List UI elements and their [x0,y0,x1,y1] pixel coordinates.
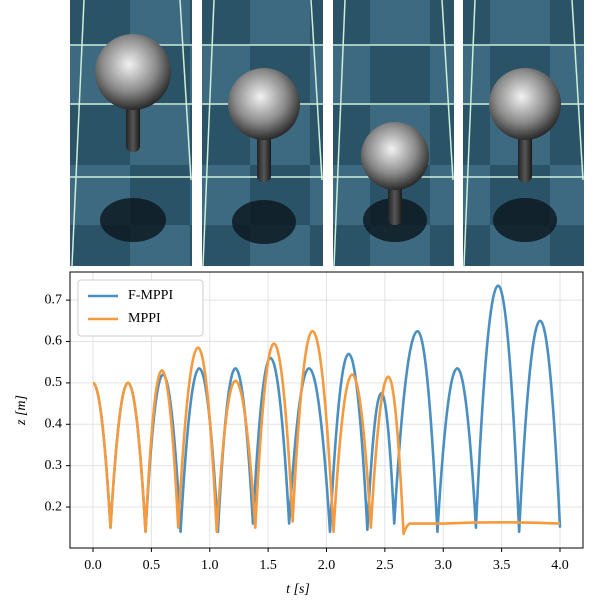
x-tick-label: 3.0 [435,558,453,573]
x-tick-label: 4.0 [551,558,569,573]
y-tick-label: 0.4 [45,416,63,431]
snapshot [70,0,192,267]
y-tick-label: 0.3 [45,458,63,473]
plot: 0.2 0.3 0.4 0.5 0.6 0.7 0.0 0.5 1.0 1.5 2.0 2.5 3.0 3… [45,271,584,573]
snapshot [202,0,323,267]
legend-label: F-MPPI [128,288,173,303]
y-tick-label: 0.5 [45,375,63,390]
snapshot [463,0,584,267]
y-tick-label: 0.2 [45,499,63,514]
legend-box [77,279,204,337]
x-tick-label: 0.0 [84,558,102,573]
x-tick-label: 2.5 [376,558,394,573]
legend-label: MPPI [128,311,161,326]
series-line [92,329,561,536]
y-tick-label: 0.6 [45,334,63,349]
x-tick-label: 1.5 [259,558,277,573]
y-axis-label: z [m] [14,395,29,426]
x-tick-label: 1.0 [201,558,219,573]
x-tick-label: 2.0 [318,558,336,573]
plot-frame [69,271,584,549]
x-tick-label: 3.5 [493,558,511,573]
snapshot [333,0,454,267]
x-axis-label: t [s] [286,582,310,597]
snapshots [70,0,584,267]
x-tick-label: 0.5 [143,558,161,573]
y-tick-label: 0.7 [45,292,63,307]
